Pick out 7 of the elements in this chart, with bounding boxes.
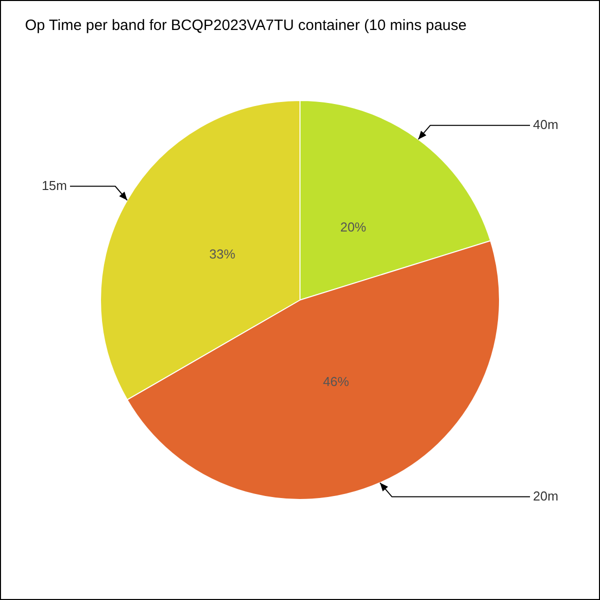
data-label: 46% [322, 374, 350, 389]
data-label: 20% [340, 219, 367, 234]
slice-label: 15m [42, 178, 67, 193]
chart-title: Op Time per band for BCQP2023VA7TU container (10 mins pause [25, 17, 467, 34]
slice-label: 40m [533, 116, 558, 132]
slice-label: 20m [533, 488, 558, 504]
data-label: 33% [209, 246, 236, 262]
